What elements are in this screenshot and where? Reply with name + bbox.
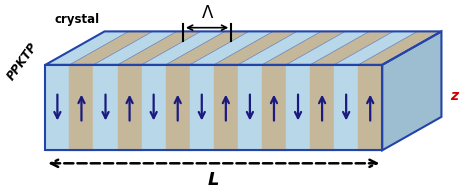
Bar bbox=[118, 65, 142, 150]
Text: crystal: crystal bbox=[55, 13, 100, 26]
Text: PPKTP: PPKTP bbox=[5, 41, 41, 83]
Polygon shape bbox=[358, 31, 441, 65]
Polygon shape bbox=[334, 31, 418, 65]
Text: z: z bbox=[451, 89, 459, 103]
Bar bbox=[334, 65, 358, 150]
Bar bbox=[69, 65, 93, 150]
Polygon shape bbox=[118, 31, 201, 65]
Bar bbox=[46, 65, 69, 150]
Bar bbox=[286, 65, 310, 150]
Polygon shape bbox=[214, 31, 297, 65]
Bar bbox=[310, 65, 334, 150]
Text: L: L bbox=[208, 171, 219, 189]
Polygon shape bbox=[238, 31, 321, 65]
Bar bbox=[262, 65, 286, 150]
Polygon shape bbox=[190, 31, 273, 65]
Polygon shape bbox=[286, 31, 369, 65]
Polygon shape bbox=[382, 31, 441, 150]
Polygon shape bbox=[310, 31, 393, 65]
Bar bbox=[214, 65, 238, 150]
Polygon shape bbox=[262, 31, 345, 65]
Bar bbox=[93, 65, 118, 150]
Polygon shape bbox=[142, 31, 225, 65]
Polygon shape bbox=[93, 31, 177, 65]
Polygon shape bbox=[46, 31, 128, 65]
Bar bbox=[358, 65, 382, 150]
Polygon shape bbox=[69, 31, 153, 65]
Bar bbox=[190, 65, 214, 150]
Polygon shape bbox=[166, 31, 249, 65]
Text: Λ: Λ bbox=[201, 4, 213, 22]
Bar bbox=[238, 65, 262, 150]
Bar bbox=[142, 65, 166, 150]
Bar bbox=[166, 65, 190, 150]
Bar bbox=[46, 65, 382, 150]
